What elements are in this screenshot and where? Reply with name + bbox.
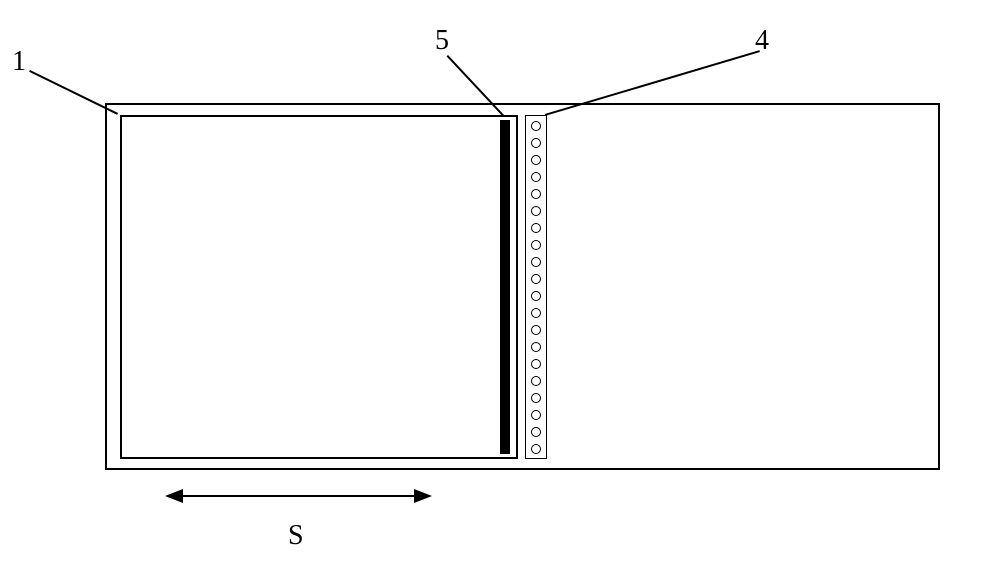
circle-strip-outer (525, 115, 547, 459)
circle-strip-hole (531, 308, 541, 318)
circle-strip-hole (531, 257, 541, 267)
circle-strip-hole (531, 376, 541, 386)
circle-strip-hole (531, 291, 541, 301)
callout-label-5: 5 (435, 25, 449, 57)
circle-strip-hole (531, 121, 541, 131)
circle-strip-hole (531, 274, 541, 284)
dimension-arrow-shaft (183, 495, 414, 497)
inner-box (120, 115, 518, 459)
circle-strip-hole (531, 325, 541, 335)
circle-strip-hole (531, 240, 541, 250)
circle-strip-hole (531, 189, 541, 199)
circle-strip-hole (531, 172, 541, 182)
dimension-arrow-head-left (165, 489, 183, 503)
circle-strip-hole (531, 138, 541, 148)
circle-strip-hole (531, 342, 541, 352)
circle-strip-hole (531, 223, 541, 233)
circle-strip-hole (531, 444, 541, 454)
circle-strip-hole (531, 393, 541, 403)
callout-label-1: 1 (12, 46, 26, 78)
black-strip (500, 120, 510, 454)
circle-strip-hole (531, 155, 541, 165)
circle-strip-hole (531, 206, 541, 216)
diagram-container: 1 5 4 S (0, 0, 1000, 577)
callout-label-4: 4 (755, 25, 769, 57)
leader-line-1 (29, 70, 118, 114)
dimension-arrow-head-right (414, 489, 432, 503)
circle-strip-hole (531, 427, 541, 437)
circle-strip-hole (531, 410, 541, 420)
dimension-label: S (288, 520, 304, 552)
circle-strip-hole (531, 359, 541, 369)
